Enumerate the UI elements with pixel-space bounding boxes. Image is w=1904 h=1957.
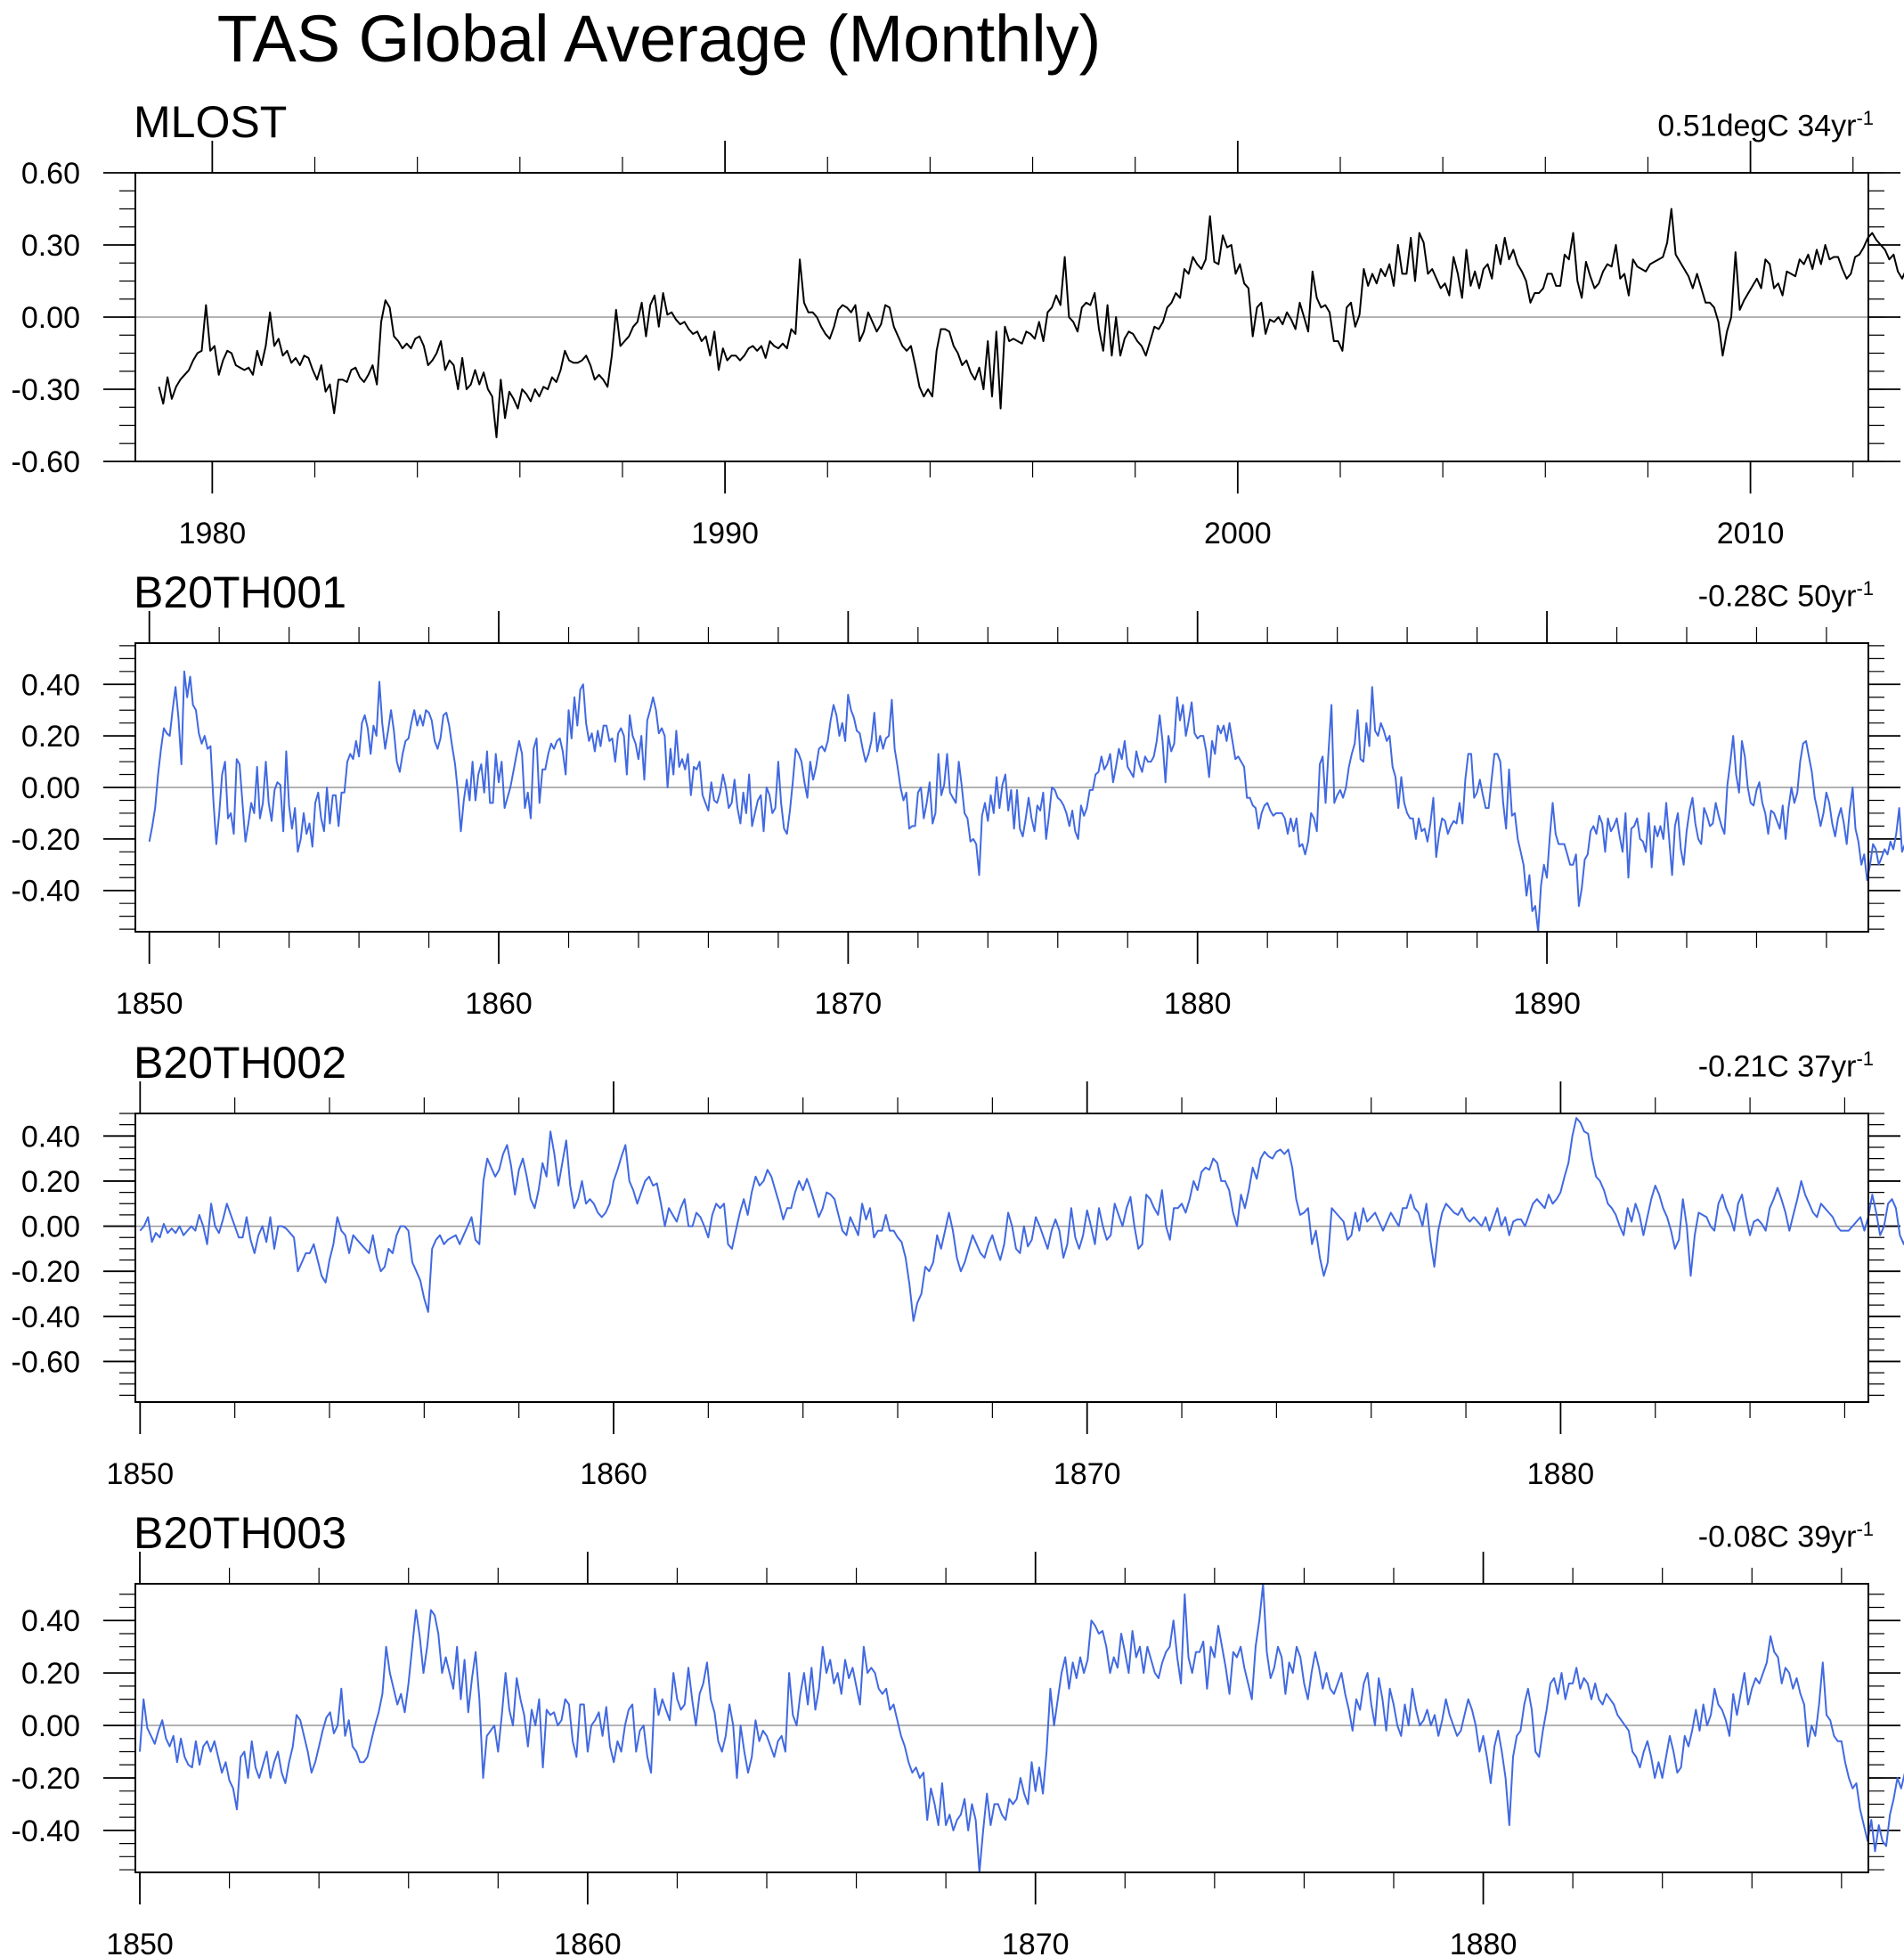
panel-2-x-tick-label: 1860: [465, 987, 533, 1021]
panel-trend-b20th001: -0.28C 50yr-1: [1697, 577, 1874, 614]
panel-2-x-tick-label: 1890: [1513, 987, 1581, 1021]
panel-2-y-tick-label: 0.40: [21, 668, 80, 702]
panel-2-series-line: [148, 670, 1904, 933]
page-title: TAS Global Average (Monthly): [216, 2, 1102, 76]
panel-3-y-tick-label: -0.20: [12, 1255, 81, 1289]
panel-trend-mlost: 0.51degC 34yr-1: [1657, 107, 1874, 143]
panel-2-y-tick-label: 0.20: [21, 720, 80, 754]
panel-4-y-tick-label: 0.40: [21, 1604, 80, 1638]
panel-1-x-tick-label: 1990: [691, 517, 759, 550]
panel-1-x-tick-label: 2000: [1204, 517, 1272, 550]
panel-1-series-line: [158, 208, 1904, 438]
panel-2-y-tick-label: -0.40: [12, 875, 81, 909]
panel-2-y-tick-label: -0.20: [12, 823, 81, 857]
panel-3-x-tick-label: 1860: [580, 1457, 647, 1491]
panel-3-series-line: [139, 1117, 1904, 1322]
panel-4-x-tick-label: 1880: [1450, 1928, 1518, 1957]
panel-trend-b20th002: -0.21C 37yr-1: [1697, 1048, 1874, 1084]
panel-3-x-tick-label: 1850: [106, 1457, 174, 1491]
panel-4-y-tick-label: 0.20: [21, 1657, 80, 1691]
panel-title-mlost: MLOST: [134, 97, 288, 147]
panel-1-x-tick-label: 1980: [179, 517, 247, 550]
panel-2-y-tick-label: 0.00: [21, 771, 80, 805]
panel-4-y-tick-label: -0.20: [12, 1762, 81, 1796]
panel-3-y-tick-label: -0.60: [12, 1345, 81, 1379]
panel-2-x-tick-label: 1880: [1164, 987, 1232, 1021]
panel-title-b20th001: B20TH001: [134, 567, 347, 617]
panel-1-plot-frame: [134, 172, 1869, 462]
panel-3-x-tick-label: 1870: [1054, 1457, 1121, 1491]
panel-4-y-tick-label: -0.40: [12, 1814, 81, 1848]
panel-3-y-tick-label: 0.00: [21, 1211, 80, 1244]
panel-title-b20th003: B20TH003: [134, 1508, 347, 1558]
panel-2-plot-frame: [134, 642, 1869, 933]
panel-4-x-tick-label: 1860: [554, 1928, 622, 1957]
panel-1-y-tick-label: -0.60: [12, 445, 81, 479]
panel-4-plot-frame: [134, 1583, 1869, 1873]
panel-1-y-tick-label: 0.60: [21, 157, 80, 191]
panel-3-y-tick-label: 0.40: [21, 1120, 80, 1154]
panel-title-b20th002: B20TH002: [134, 1038, 347, 1088]
panel-4-series-line: [139, 1583, 1904, 1873]
panel-4-x-tick-label: 1870: [1002, 1928, 1070, 1957]
panel-1-y-tick-label: -0.30: [12, 373, 81, 407]
panel-1-y-tick-label: 0.00: [21, 301, 80, 335]
panel-2-x-tick-label: 1850: [116, 987, 183, 1021]
panel-trend-b20th003: -0.08C 39yr-1: [1697, 1518, 1874, 1554]
panel-4-x-tick-label: 1850: [106, 1928, 174, 1957]
panel-3-plot-frame: [134, 1113, 1869, 1403]
panel-4-y-tick-label: 0.00: [21, 1709, 80, 1743]
panel-3-x-tick-label: 1880: [1527, 1457, 1595, 1491]
panel-1-x-tick-label: 2010: [1717, 517, 1785, 550]
panel-3-y-tick-label: -0.40: [12, 1301, 81, 1334]
panel-2-x-tick-label: 1870: [815, 987, 883, 1021]
panel-1-y-tick-label: 0.30: [21, 229, 80, 263]
panel-3-y-tick-label: 0.20: [21, 1165, 80, 1199]
